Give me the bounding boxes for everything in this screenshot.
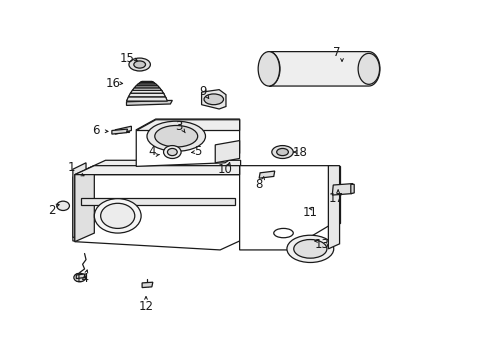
Polygon shape: [132, 88, 161, 90]
Polygon shape: [136, 84, 158, 86]
Polygon shape: [268, 51, 379, 86]
Polygon shape: [331, 166, 339, 224]
Text: 3: 3: [175, 120, 182, 133]
Circle shape: [94, 199, 141, 233]
Polygon shape: [115, 126, 131, 134]
Ellipse shape: [129, 58, 150, 71]
Circle shape: [74, 273, 85, 282]
Polygon shape: [73, 166, 238, 241]
Ellipse shape: [276, 148, 288, 156]
Polygon shape: [126, 100, 172, 105]
Text: 10: 10: [217, 163, 232, 176]
Polygon shape: [112, 129, 127, 134]
Ellipse shape: [293, 239, 326, 258]
Circle shape: [57, 201, 69, 211]
Text: 1: 1: [67, 161, 75, 174]
Polygon shape: [138, 82, 156, 84]
Text: 12: 12: [138, 300, 153, 313]
Text: 18: 18: [292, 145, 307, 158]
Polygon shape: [126, 97, 167, 101]
Text: 8: 8: [255, 178, 262, 191]
Polygon shape: [239, 166, 331, 250]
Ellipse shape: [155, 126, 197, 147]
Ellipse shape: [134, 61, 145, 68]
Text: 5: 5: [194, 145, 202, 158]
Ellipse shape: [203, 94, 223, 105]
Text: 6: 6: [92, 124, 100, 137]
Ellipse shape: [147, 121, 205, 151]
Ellipse shape: [286, 235, 333, 262]
Ellipse shape: [357, 53, 379, 84]
Circle shape: [101, 203, 135, 228]
Text: 9: 9: [199, 85, 206, 98]
Polygon shape: [134, 86, 159, 88]
Polygon shape: [142, 282, 153, 288]
Text: 11: 11: [302, 207, 317, 220]
Text: 16: 16: [105, 77, 120, 90]
Text: 13: 13: [314, 238, 329, 251]
Polygon shape: [75, 166, 239, 175]
Polygon shape: [350, 184, 353, 194]
Circle shape: [167, 148, 177, 156]
Polygon shape: [76, 274, 84, 279]
Polygon shape: [328, 166, 339, 249]
Polygon shape: [215, 140, 239, 163]
Polygon shape: [128, 93, 165, 97]
Polygon shape: [259, 171, 274, 178]
Polygon shape: [75, 166, 94, 242]
Ellipse shape: [271, 145, 293, 158]
Polygon shape: [81, 198, 234, 205]
Text: 15: 15: [120, 51, 135, 64]
Polygon shape: [136, 119, 239, 166]
Text: 7: 7: [333, 46, 340, 59]
Polygon shape: [86, 160, 240, 169]
Polygon shape: [75, 175, 239, 250]
Polygon shape: [130, 90, 163, 93]
Text: 2: 2: [48, 204, 56, 217]
Circle shape: [163, 145, 181, 158]
Ellipse shape: [258, 51, 279, 86]
Text: 4: 4: [148, 145, 155, 158]
Text: 14: 14: [75, 272, 90, 285]
Ellipse shape: [273, 228, 293, 238]
Text: 17: 17: [328, 192, 343, 205]
Polygon shape: [136, 120, 239, 131]
Polygon shape: [140, 81, 154, 82]
Polygon shape: [201, 90, 225, 109]
Polygon shape: [73, 163, 86, 237]
Polygon shape: [331, 184, 352, 195]
